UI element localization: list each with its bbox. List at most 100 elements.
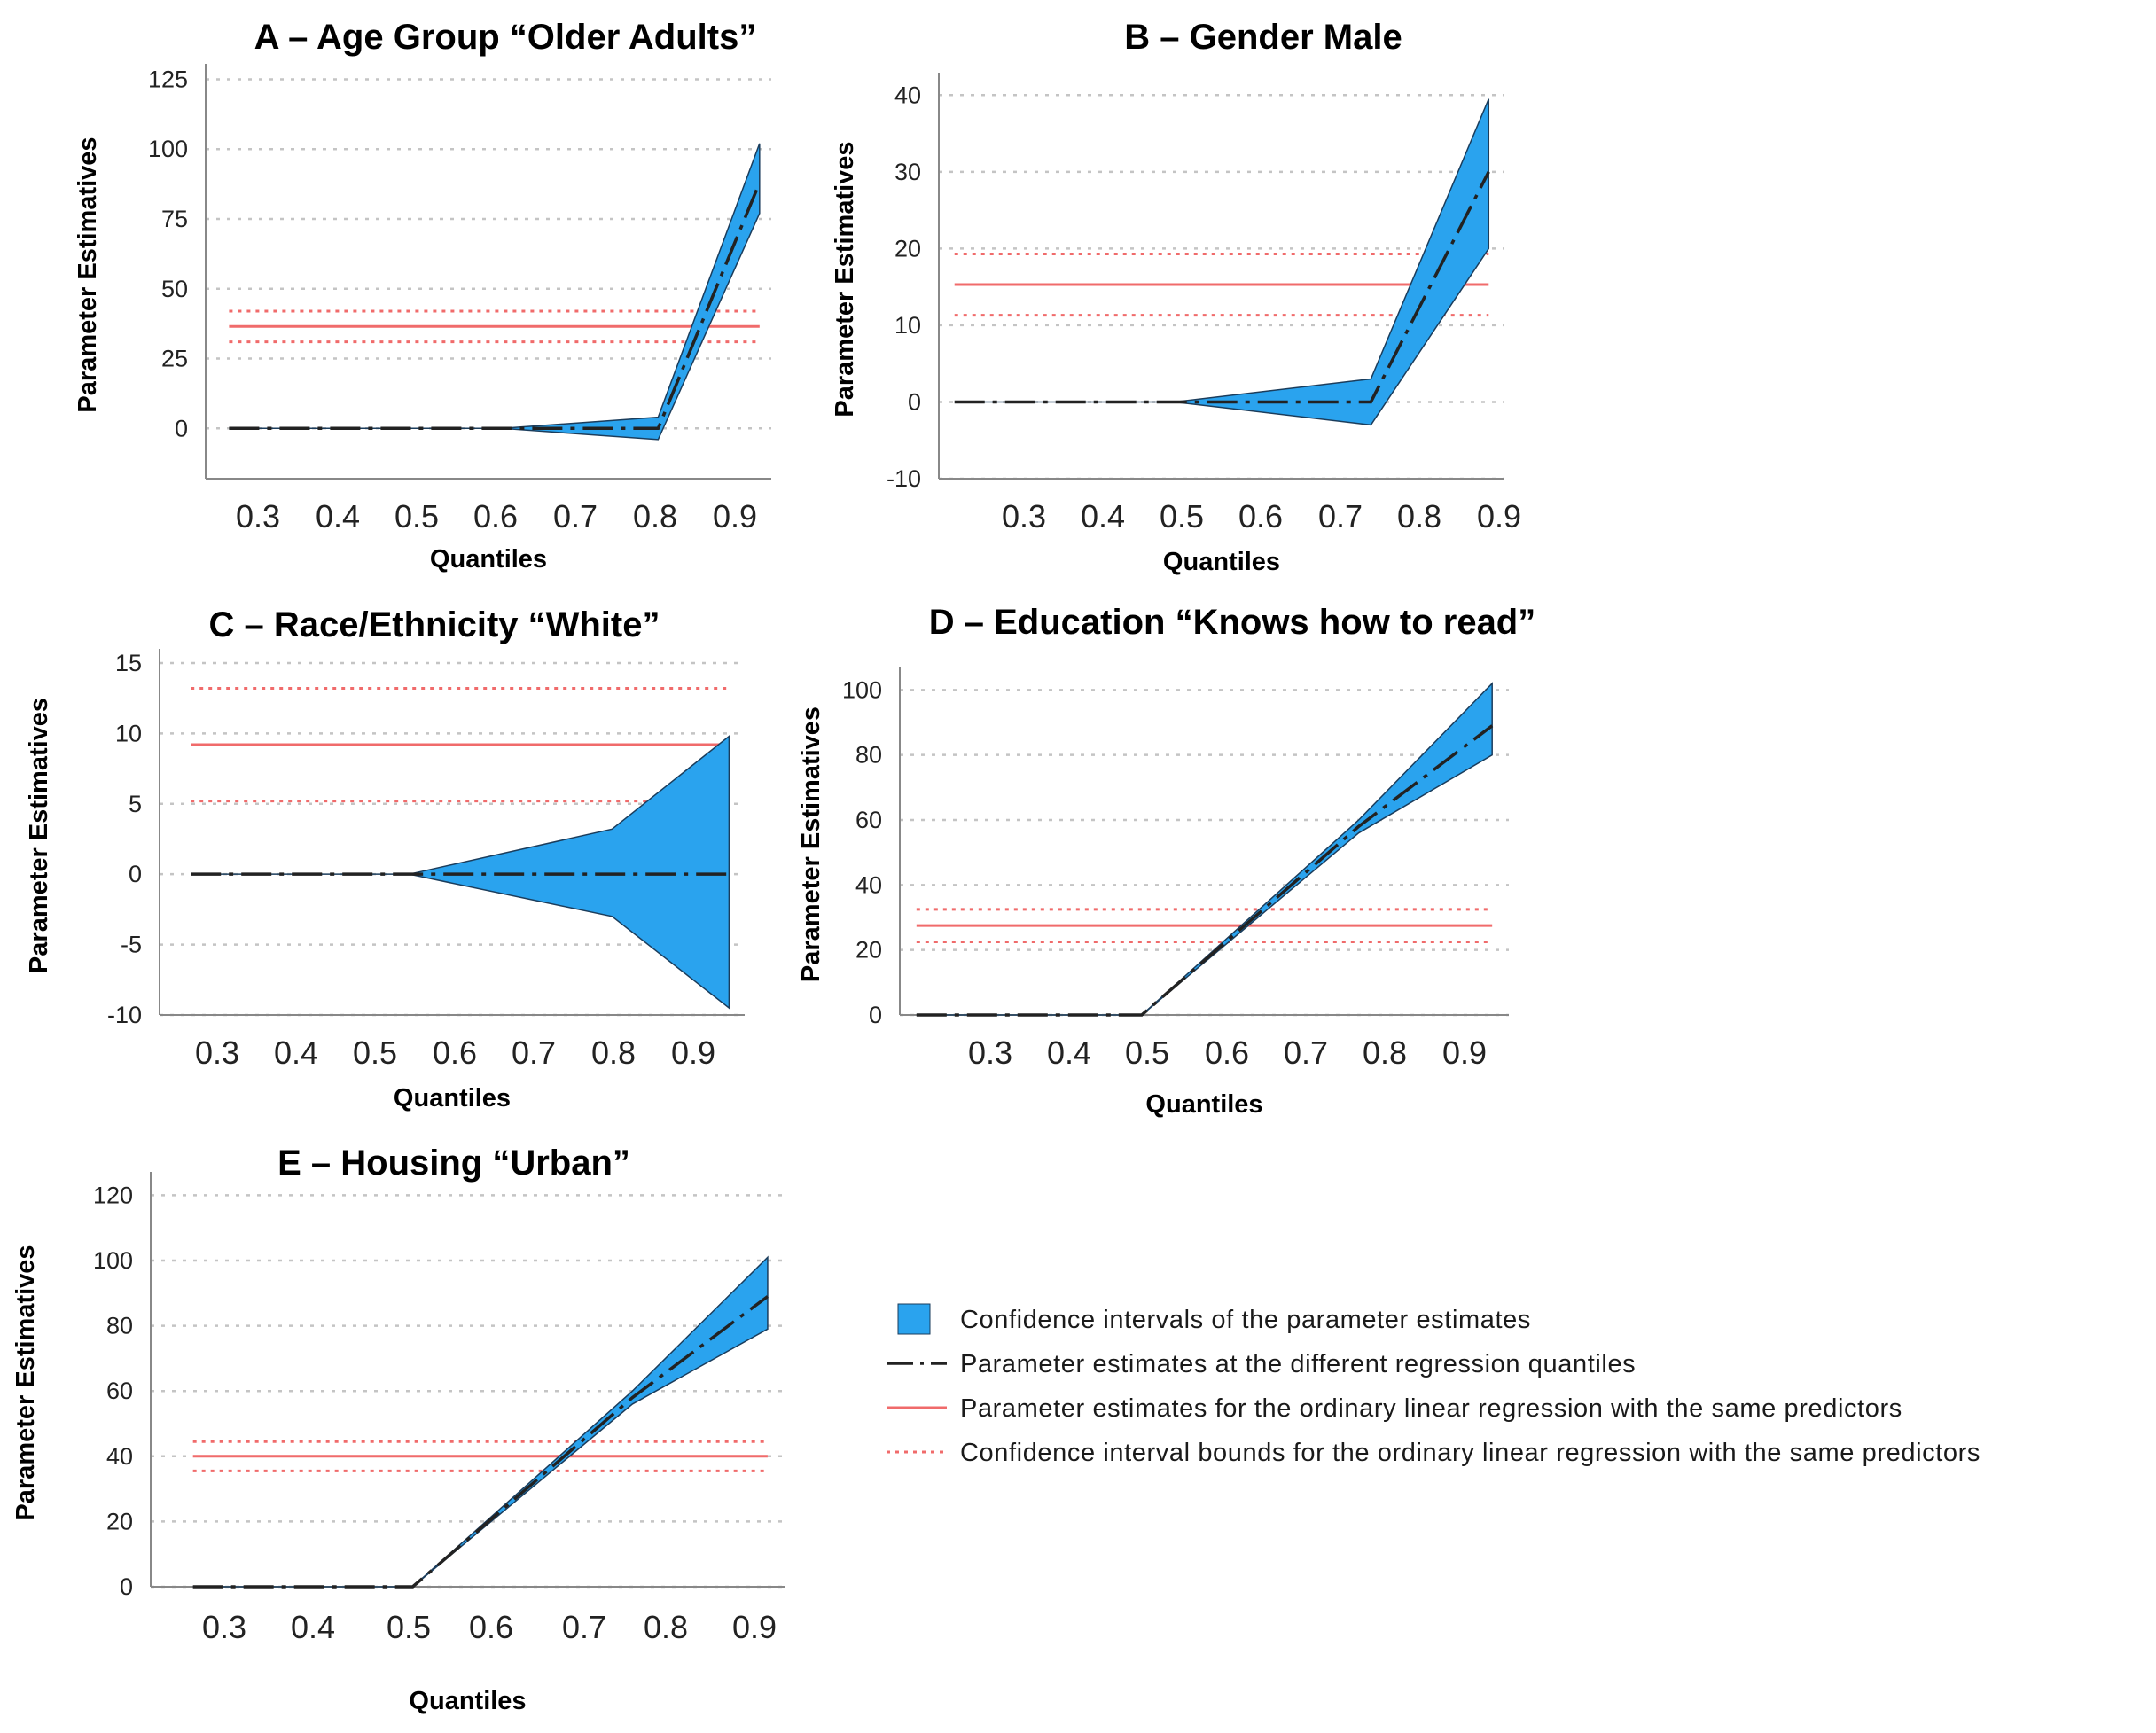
x-tick-label: 0.4: [316, 498, 360, 535]
panel-title: C – Race/Ethnicity “White”: [209, 605, 660, 644]
panel-d: D – Education “Knows how to read” 0 20 40 60…: [797, 603, 1535, 1119]
panel-title: A – Age Group “Older Adults”: [254, 18, 757, 57]
x-tick-label: 0.3: [195, 1034, 239, 1071]
x-tick-label: 0.6: [1205, 1034, 1249, 1071]
legend-label: Confidence intervals of the parameter es…: [960, 1306, 1531, 1334]
y-tick-label: 100: [148, 136, 188, 162]
y-tick-label: 0: [120, 1573, 133, 1600]
x-tick-label: 0.4: [291, 1609, 335, 1645]
y-tick-label: 10: [894, 312, 921, 339]
x-axis-label: Quantiles: [394, 1084, 511, 1112]
y-tick-label: 40: [855, 871, 882, 898]
quantile-estimate-line: [954, 171, 1490, 404]
legend-label: Parameter estimates for the ordinary lin…: [960, 1394, 1902, 1423]
y-tick-label: 15: [115, 650, 142, 676]
y-tick-label: 80: [106, 1313, 133, 1339]
x-tick-label: 0.6: [433, 1034, 477, 1071]
x-tick-label: 0.7: [1318, 498, 1363, 535]
y-tick-label: 30: [894, 159, 921, 185]
y-axis-label: Parameter Estimatives: [74, 137, 102, 412]
panel-e: E – Housing “Urban” 0 20 40 60 80 100 120 0.3 0.4…: [12, 1144, 785, 1715]
x-tick-label: 0.7: [1284, 1034, 1328, 1071]
y-axis-label: Parameter Estimatives: [831, 141, 859, 417]
x-tick-label: 0.4: [274, 1034, 318, 1071]
y-tick-label: 50: [161, 276, 188, 302]
x-tick-label: 0.3: [202, 1609, 246, 1645]
y-axis-label: Parameter Estimatives: [25, 698, 53, 973]
legend-label: Parameter estimates at the different reg…: [960, 1350, 1636, 1378]
panel-title: E – Housing “Urban”: [277, 1144, 630, 1183]
x-tick-label: 0.9: [1442, 1034, 1487, 1071]
y-tick-label: -10: [887, 465, 921, 492]
x-tick-label: 0.5: [387, 1609, 431, 1645]
y-tick-label: 20: [106, 1508, 133, 1534]
x-tick-label: 0.6: [473, 498, 518, 535]
x-tick-label: 0.3: [968, 1034, 1012, 1071]
x-tick-label: 0.9: [1477, 498, 1521, 535]
x-tick-label: 0.9: [671, 1034, 715, 1071]
y-tick-label: -5: [121, 932, 142, 958]
x-axis-label: Quantiles: [409, 1687, 526, 1715]
ci-band: [191, 734, 730, 1010]
y-tick-label: 60: [106, 1378, 133, 1404]
y-tick-label: 10: [115, 720, 142, 746]
y-tick-label: 25: [161, 346, 188, 372]
x-tick-label: 0.8: [633, 498, 677, 535]
x-tick-label: 0.6: [469, 1609, 513, 1645]
y-tick-label: 40: [894, 82, 921, 108]
y-tick-label: 125: [148, 66, 188, 92]
x-axis-label: Quantiles: [1145, 1090, 1262, 1119]
x-tick-label: 0.8: [1397, 498, 1441, 535]
y-axis-label: Parameter Estimatives: [12, 1245, 40, 1520]
y-axis-label: Parameter Estimatives: [797, 706, 825, 982]
x-tick-label: 0.4: [1047, 1034, 1091, 1071]
legend-label: Confidence interval bounds for the ordin…: [960, 1439, 1980, 1467]
x-axis-label: Quantiles: [1163, 548, 1280, 576]
ci-band: [192, 1255, 769, 1588]
x-tick-label: 0.9: [732, 1609, 777, 1645]
y-tick-label: 80: [855, 742, 882, 769]
y-tick-label: 40: [106, 1443, 133, 1470]
ci-band: [229, 143, 761, 441]
panel-b: B – Gender Male -10 0 10 20 30 40 0.3 0.4 0.5 0.6 0…: [831, 18, 1521, 576]
panel-title: B – Gender Male: [1124, 18, 1402, 57]
x-tick-label: 0.7: [512, 1034, 556, 1071]
y-tick-label: -10: [107, 1002, 142, 1028]
x-tick-label: 0.5: [394, 498, 439, 535]
x-tick-label: 0.5: [1125, 1034, 1169, 1071]
y-tick-label: 120: [93, 1182, 133, 1208]
y-tick-label: 0: [129, 861, 142, 887]
y-tick-label: 100: [842, 676, 882, 703]
y-tick-label: 100: [93, 1247, 133, 1274]
y-tick-label: 0: [175, 415, 188, 441]
y-tick-label: 20: [894, 235, 921, 262]
y-tick-label: 5: [129, 791, 142, 817]
ci-band: [916, 682, 1493, 1016]
legend: Confidence intervals of the parameter es…: [887, 1303, 1980, 1467]
y-tick-label: 0: [908, 388, 921, 415]
panel-a: A – Age Group “Older Adults” 0 25 50 75 100 12…: [74, 18, 771, 574]
x-tick-label: 0.9: [713, 498, 757, 535]
y-tick-label: 20: [855, 937, 882, 964]
ci-band: [954, 98, 1490, 426]
x-tick-label: 0.3: [236, 498, 280, 535]
y-tick-label: 0: [869, 1002, 882, 1028]
x-tick-label: 0.6: [1238, 498, 1283, 535]
panel-title: D – Education “Knows how to read”: [929, 603, 1536, 642]
y-tick-label: 60: [855, 807, 882, 833]
x-tick-label: 0.5: [353, 1034, 397, 1071]
x-axis-label: Quantiles: [430, 545, 547, 574]
panel-c: C – Race/Ethnicity “White” -10 -5 0 5 10 15 0.3…: [25, 605, 745, 1112]
x-tick-label: 0.4: [1081, 498, 1125, 535]
legend-swatch-ci-band: [897, 1303, 931, 1335]
x-tick-label: 0.8: [591, 1034, 636, 1071]
quantile-estimate-line: [229, 182, 762, 431]
quantile-estimate-line: [916, 724, 1494, 1017]
x-tick-label: 0.7: [553, 498, 598, 535]
quantile-estimate-line: [192, 1295, 769, 1589]
x-tick-label: 0.7: [562, 1609, 606, 1645]
x-tick-label: 0.3: [1002, 498, 1046, 535]
y-tick-label: 75: [161, 206, 188, 232]
x-tick-label: 0.8: [1363, 1034, 1407, 1071]
